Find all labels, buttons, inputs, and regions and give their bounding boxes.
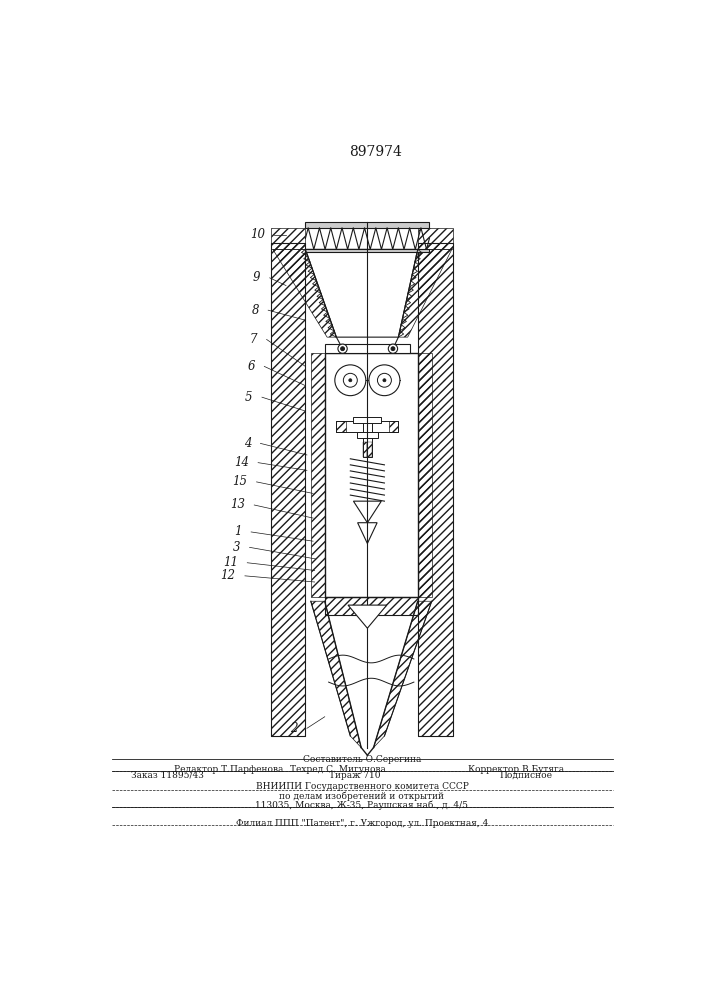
Text: по делам изобретений и открытий: по делам изобретений и открытий xyxy=(279,791,445,801)
Text: Филиал ППП "Патент", г. Ужгород, ул. Проектная, 4: Филиал ППП "Патент", г. Ужгород, ул. Про… xyxy=(235,819,488,828)
Text: 2: 2 xyxy=(290,722,298,735)
Text: 7: 7 xyxy=(250,333,257,346)
Text: Заказ 11895/43: Заказ 11895/43 xyxy=(131,771,204,780)
Text: ВНИИПИ Государственного комитета СССР: ВНИИПИ Государственного комитета СССР xyxy=(255,782,469,791)
Bar xyxy=(311,353,325,597)
Circle shape xyxy=(338,344,347,353)
Bar xyxy=(418,228,452,249)
Text: Составитель О.Серегина: Составитель О.Серегина xyxy=(303,755,421,764)
Bar xyxy=(325,353,418,597)
Polygon shape xyxy=(358,523,377,544)
Text: 897974: 897974 xyxy=(349,145,402,159)
Text: 11: 11 xyxy=(223,556,238,569)
Text: 15: 15 xyxy=(233,475,247,488)
Circle shape xyxy=(391,347,395,351)
Text: 9: 9 xyxy=(253,271,260,284)
Bar xyxy=(305,249,429,252)
Bar xyxy=(325,597,418,615)
Circle shape xyxy=(344,373,357,387)
Circle shape xyxy=(335,365,366,396)
Text: 10: 10 xyxy=(250,228,265,241)
Bar xyxy=(389,421,398,432)
Bar xyxy=(271,243,305,736)
Circle shape xyxy=(383,379,386,382)
Text: 113035, Москва, Ж-35, Раушская наб., д. 4/5: 113035, Москва, Ж-35, Раушская наб., д. … xyxy=(255,800,469,810)
Bar xyxy=(325,344,410,353)
Text: 12: 12 xyxy=(221,569,235,582)
Text: Редактор Т.Парфенова: Редактор Т.Парфенова xyxy=(174,766,283,774)
Circle shape xyxy=(369,365,400,396)
Bar xyxy=(418,243,452,736)
Text: 3: 3 xyxy=(233,541,240,554)
Text: Корректор В.Бутяга: Корректор В.Бутяга xyxy=(468,766,564,774)
Text: Тираж 710: Тираж 710 xyxy=(329,771,380,780)
Text: 1: 1 xyxy=(234,525,242,538)
Text: 5: 5 xyxy=(245,391,252,404)
Polygon shape xyxy=(348,605,387,628)
Bar xyxy=(363,419,372,457)
Polygon shape xyxy=(305,249,418,337)
Text: 8: 8 xyxy=(252,304,259,317)
Bar xyxy=(271,228,305,249)
Circle shape xyxy=(388,344,397,353)
Bar xyxy=(337,421,398,432)
Bar xyxy=(271,243,305,736)
Text: Техред С. Мигунова: Техред С. Мигунова xyxy=(290,766,386,774)
Text: 13: 13 xyxy=(230,498,245,512)
Bar xyxy=(325,597,418,615)
Bar xyxy=(354,417,381,423)
Text: 6: 6 xyxy=(247,360,255,373)
Bar xyxy=(337,421,346,432)
Circle shape xyxy=(378,373,392,387)
Text: 14: 14 xyxy=(234,456,249,469)
Bar xyxy=(418,243,452,736)
Bar xyxy=(363,442,368,457)
Bar xyxy=(418,353,432,597)
Bar xyxy=(356,432,378,438)
Text: 4: 4 xyxy=(244,437,251,450)
Circle shape xyxy=(349,379,352,382)
Bar xyxy=(305,222,429,228)
Polygon shape xyxy=(354,501,381,523)
Text: Подписное: Подписное xyxy=(499,771,552,780)
Bar xyxy=(368,442,372,457)
Circle shape xyxy=(341,347,344,351)
